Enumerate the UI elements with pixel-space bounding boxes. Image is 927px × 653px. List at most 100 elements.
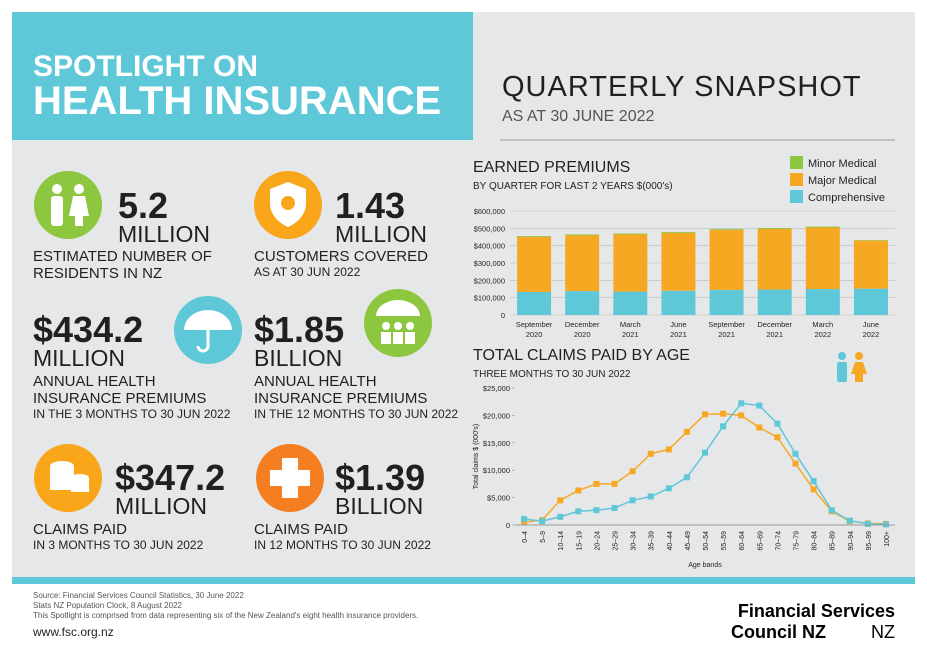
- stat-label: CLAIMS PAID: [254, 521, 348, 538]
- point: [647, 450, 654, 457]
- source: Source: Financial Services Council Stati…: [33, 591, 244, 600]
- x-tick-label: 100+: [884, 531, 891, 547]
- bar-segment: [805, 227, 840, 289]
- stat-value: $1.39: [335, 457, 426, 498]
- x-tick-label: 10–14: [558, 531, 565, 551]
- icon-people: [34, 171, 102, 239]
- x-tick-label: March 2022: [812, 320, 833, 339]
- bar-segment: [757, 228, 792, 290]
- x-tick-label: 30–34: [631, 531, 638, 551]
- stat-unit: MILLION: [335, 221, 428, 247]
- icon-cross: [256, 444, 324, 512]
- point: [774, 420, 781, 427]
- y-tick-label: $600,000: [474, 207, 505, 216]
- x-tick-label: June 2021: [670, 320, 687, 339]
- x-tick-label: 5–9: [540, 531, 547, 543]
- x-tick-label: 65–69: [757, 531, 764, 551]
- point: [792, 450, 799, 457]
- point: [593, 480, 600, 487]
- y-tick-label: $25,000: [483, 384, 510, 393]
- as-at: AS AT 30 JUNE 2022: [502, 108, 654, 125]
- point: [756, 424, 763, 431]
- chart-title: EARNED PREMIUMS: [473, 159, 630, 176]
- point: [575, 508, 582, 515]
- logo: Financial Services: [738, 601, 895, 621]
- bar-segment: [613, 233, 648, 235]
- x-tick-label: 15–19: [576, 531, 583, 551]
- icon-male: [837, 352, 847, 382]
- x-tick-label: 45–49: [685, 531, 692, 551]
- bar-segment: [517, 237, 552, 292]
- stat-label: ESTIMATED NUMBER OF RESIDENTS IN NZ: [33, 248, 212, 282]
- point: [720, 410, 727, 417]
- point: [683, 428, 690, 435]
- x-tick-label: 80–84: [812, 531, 819, 551]
- stat-unit: BILLION: [254, 345, 343, 371]
- stat-label: ANNUAL HEALTH INSURANCE PREMIUMS: [33, 373, 207, 407]
- point: [521, 519, 528, 526]
- x-tick-label: 75–79: [793, 531, 800, 551]
- point: [539, 518, 546, 525]
- y-tick-label: $20,000: [483, 411, 510, 420]
- y-tick-label: $5,000: [487, 494, 510, 503]
- y-tick-label: $300,000: [474, 259, 505, 268]
- point: [593, 507, 600, 514]
- legend-swatch: [790, 156, 803, 169]
- bar-segment: [805, 226, 840, 228]
- y-axis-label: Total claims $ (000's): [473, 424, 480, 490]
- bar-segment: [661, 233, 696, 291]
- bar-segment: [853, 240, 888, 241]
- snapshot-title: QUARTERLY SNAPSHOT: [502, 71, 862, 103]
- bar-segment: [709, 229, 744, 231]
- x-tick-label: 40–44: [667, 531, 674, 551]
- point: [702, 411, 708, 418]
- stat-value: $347.2: [115, 457, 226, 498]
- point: [647, 493, 654, 500]
- point: [720, 423, 727, 430]
- bar-segment: [613, 291, 648, 315]
- x-tick-label: 55–59: [721, 531, 728, 551]
- point: [810, 486, 817, 493]
- stat-unit: BILLION: [335, 493, 424, 519]
- bar-segment: [565, 235, 600, 292]
- bar-segment: [661, 232, 696, 234]
- stat-value: 1.43: [335, 185, 406, 226]
- bar-segment: [757, 227, 792, 229]
- x-tick-label: 85–89: [830, 531, 837, 551]
- x-tick-label: 0–4: [522, 531, 529, 543]
- x-tick-label: 70–74: [775, 531, 782, 551]
- icon-family: [364, 289, 432, 357]
- point: [864, 520, 871, 527]
- x-tick-label: September 2021: [708, 320, 745, 339]
- stat-unit: MILLION: [33, 345, 126, 371]
- point: [738, 412, 745, 419]
- point: [683, 474, 690, 481]
- point: [665, 485, 672, 492]
- y-tick-label: $200,000: [474, 276, 505, 285]
- y-tick-label: $500,000: [474, 224, 505, 233]
- icon-female: [851, 352, 867, 382]
- stat-unit: MILLION: [115, 493, 208, 519]
- x-tick-label: March 2021: [620, 320, 641, 339]
- legend-label: Comprehensive: [808, 192, 885, 204]
- point: [792, 460, 799, 467]
- bar-segment: [709, 289, 744, 315]
- point: [665, 446, 672, 453]
- stat-note: IN 3 MONTHS TO 30 JUN 2022: [33, 538, 204, 552]
- url: www.fsc.org.nz: [32, 625, 114, 639]
- x-tick-label: 50–54: [703, 531, 710, 551]
- source: This Spotlight is comprised from data re…: [33, 611, 418, 620]
- icon-umbrella: [174, 296, 242, 364]
- y-tick-label: $400,000: [474, 242, 505, 251]
- x-tick-label: September 2020: [516, 320, 553, 339]
- stat-unit: MILLION: [118, 221, 211, 247]
- title-line: HEALTH INSURANCE: [33, 79, 441, 123]
- point: [611, 505, 618, 512]
- source: Stats NZ Population Clock, 8 August 2022: [33, 601, 183, 610]
- point: [882, 521, 889, 528]
- point: [629, 468, 636, 475]
- title-box: [12, 12, 473, 140]
- x-tick-label: 20–24: [594, 531, 601, 551]
